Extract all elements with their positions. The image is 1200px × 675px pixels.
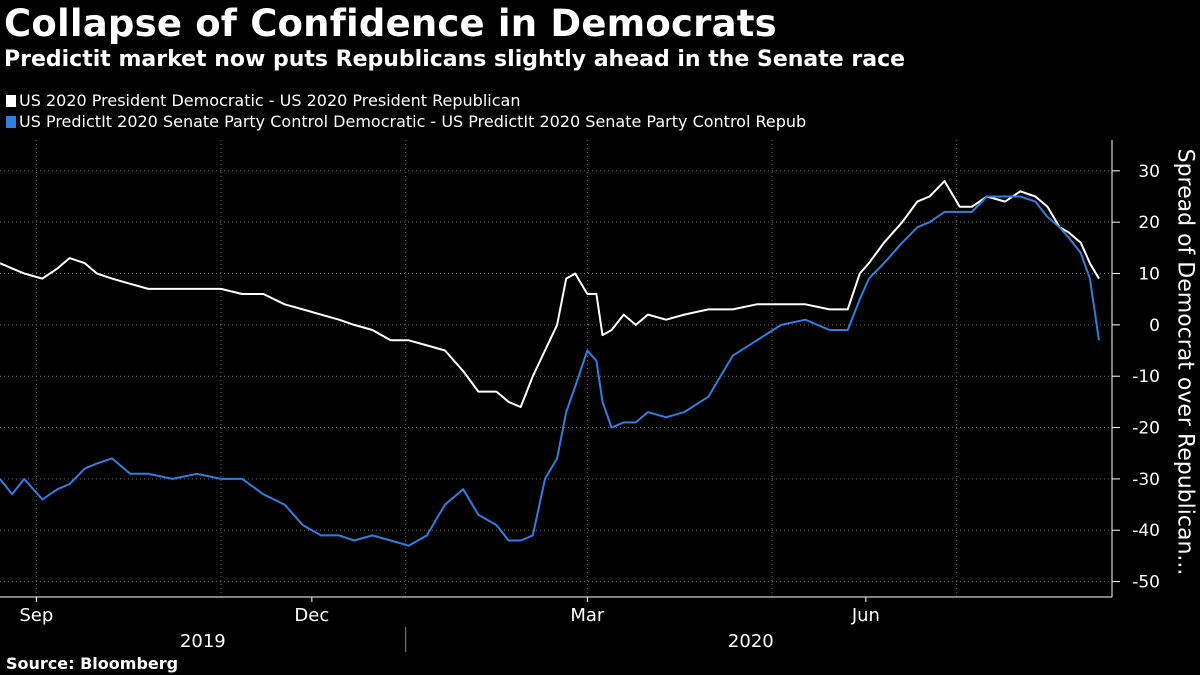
source-note: Source: Bloomberg [6,654,179,673]
year-label: 2019 [180,631,226,652]
y-tick-label: -30 [1132,470,1160,490]
y-tick-label: -40 [1132,521,1160,541]
y-tick-label: 0 [1149,316,1160,336]
x-tick-label: Dec [294,605,329,626]
legend-swatch-senate [6,115,16,128]
series-line-senate [0,195,1100,547]
legend-swatch-president [6,94,16,107]
x-tick-label: Mar [570,605,605,626]
y-tick-label: 20 [1138,213,1160,233]
legend-item-senate: US PredictIt 2020 Senate Party Control D… [6,112,806,131]
gridlines [0,140,1112,597]
series-line-president [0,180,1100,408]
legend-label-senate: US PredictIt 2020 Senate Party Control D… [19,112,807,131]
legend-label-president: US 2020 President Democratic - US 2020 P… [19,91,521,110]
chart-title: Collapse of Confidence in Democrats [4,2,777,45]
y-axis-label: Spread of Democrat over Republican... [1172,148,1198,576]
series-lines [0,180,1100,547]
y-tick-label: -10 [1132,367,1160,387]
y-tick-label: 30 [1138,162,1160,182]
y-tick-label: -20 [1132,419,1160,439]
legend-item-president: US 2020 President Democratic - US 2020 P… [6,91,520,110]
chart-subtitle: Predictit market now puts Republicans sl… [4,47,906,72]
y-tick-label: 10 [1138,265,1160,285]
axes: 30 20 10 0 -10 -20 -30 -40 -50 Sep Dec Mar Jun 2019 20… [0,140,1160,652]
x-tick-label: Sep [19,605,53,626]
year-label: 2020 [728,631,774,652]
x-tick-label: Jun [851,605,880,626]
y-tick-label: -50 [1132,573,1160,593]
